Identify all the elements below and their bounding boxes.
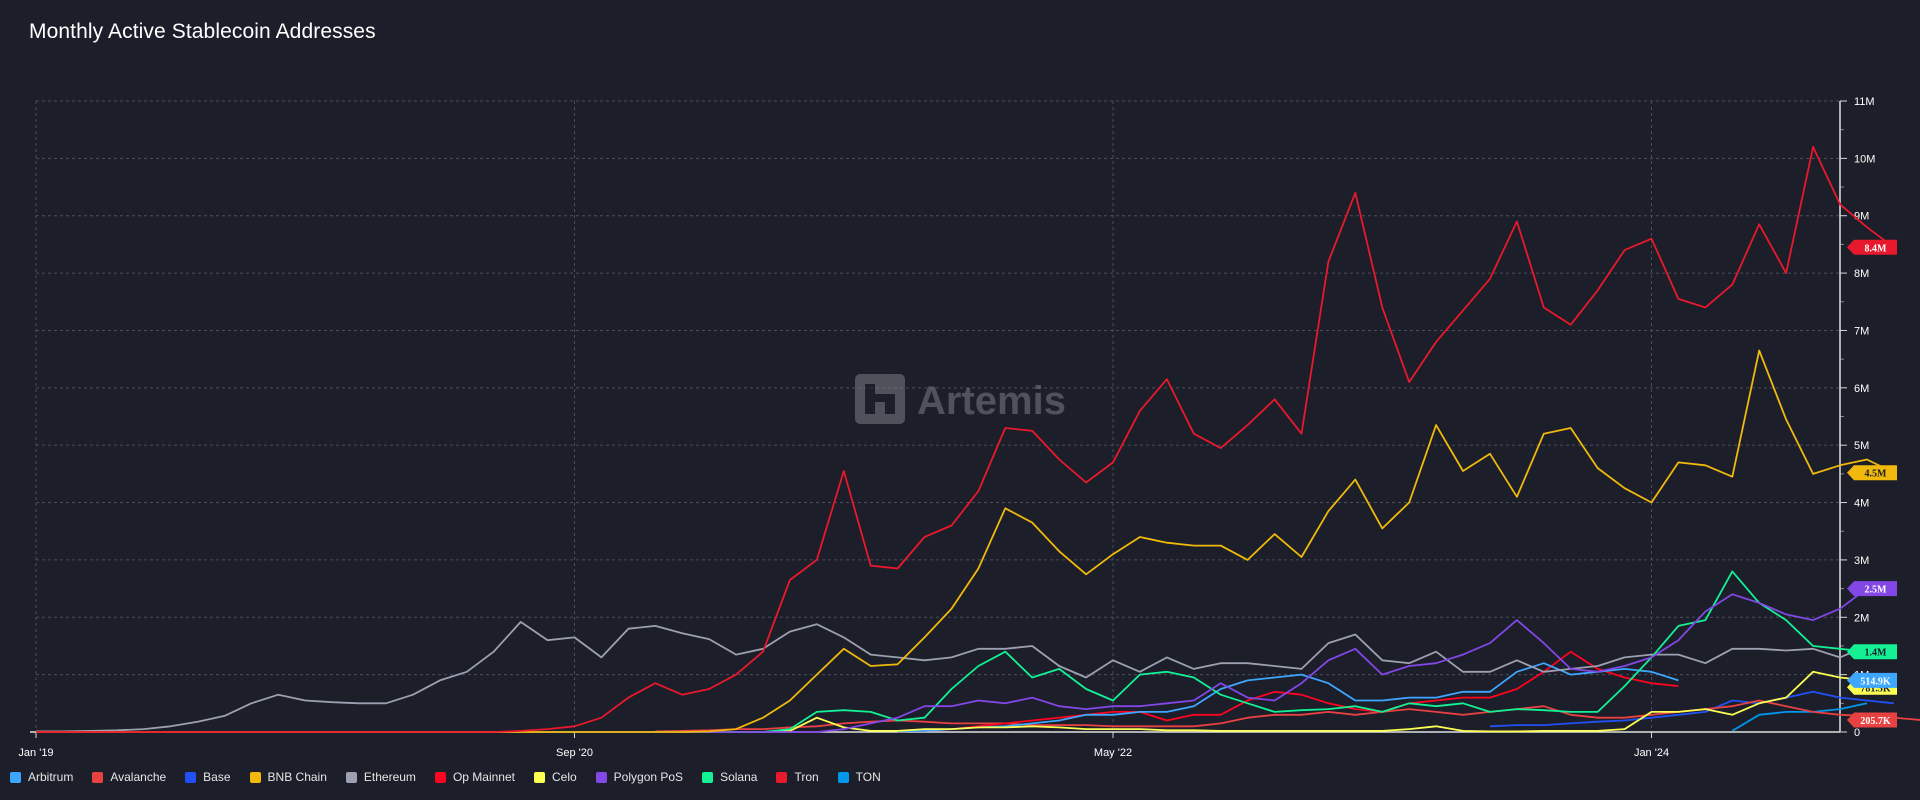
watermark-logo-icon <box>855 374 905 424</box>
end-label-text: 1.4M <box>1865 648 1888 659</box>
legend-item-solana[interactable]: Solana <box>702 770 757 784</box>
y-tick-label: 0 <box>1854 727 1860 739</box>
legend-label: Arbitrum <box>28 770 74 784</box>
legend-swatch <box>702 771 714 783</box>
end-label-text: 781.5K <box>1860 683 1891 694</box>
series-line-solana <box>36 570 1867 733</box>
legend-label: Avalanche <box>110 770 167 784</box>
legend-swatch <box>249 771 261 783</box>
y-tick-label: 11M <box>1854 96 1875 108</box>
y-tick-label: 3M <box>1854 555 1869 567</box>
y-tick-label: 2M <box>1854 612 1869 624</box>
legend-swatch <box>434 771 446 783</box>
x-tick-label: May '22 <box>1094 747 1132 759</box>
legend-label: Ethereum <box>363 770 416 784</box>
legend-swatch <box>533 771 545 783</box>
legend-label: BNB Chain <box>267 770 327 784</box>
end-label-bnb-chain: 4.5M <box>1847 465 1897 481</box>
series-line-tron <box>36 145 1895 733</box>
x-tick-label: Sep '20 <box>556 747 593 759</box>
watermark-logo-bar <box>875 394 885 402</box>
legend-swatch <box>185 771 197 783</box>
end-label-tag <box>1847 465 1897 481</box>
series-line-ethereum <box>36 621 1868 733</box>
legend-label: Op Mainnet <box>452 770 515 784</box>
legend-item-base[interactable]: Base <box>185 770 231 784</box>
legend-swatch <box>345 771 357 783</box>
end-label-tron: 8.4M <box>1847 239 1897 255</box>
series-line-base <box>1489 690 1894 728</box>
end-label-tag <box>1847 712 1897 728</box>
legend-item-arbitrum[interactable]: Arbitrum <box>10 770 73 784</box>
end-label-solana: 1.4M <box>1847 644 1897 660</box>
legend-label: TON <box>855 770 881 784</box>
legend-item-avalanche[interactable]: Avalanche <box>92 770 166 784</box>
legend-item-bnb-chain[interactable]: BNB Chain <box>249 770 327 784</box>
series-line-arbitrum <box>897 662 1679 733</box>
legend-swatch <box>837 771 849 783</box>
series-line-op-mainnet <box>897 650 1679 733</box>
legend-label: Celo <box>551 770 577 784</box>
y-tick-label: 10M <box>1854 153 1875 165</box>
end-label-text: 8.4M <box>1865 243 1888 254</box>
chart-legend: Arbitrum Avalanche Base BNB Chain Ethereum Op… <box>10 770 900 784</box>
y-tick-label: 8M <box>1854 268 1869 280</box>
legend-item-celo[interactable]: Celo <box>533 770 577 784</box>
end-label-arbitrum: 514.9K <box>1847 672 1897 688</box>
y-tick-label: 9M <box>1854 211 1869 223</box>
x-tick-label: Jan '19 <box>18 747 53 759</box>
legend-label: Tron <box>794 770 819 784</box>
end-label-avalanche: 205.7K <box>1847 712 1897 728</box>
y-tick-label: 5M <box>1854 440 1869 452</box>
y-tick-label: 7M <box>1854 325 1869 337</box>
y-tick-label: 6M <box>1854 383 1869 395</box>
legend-swatch <box>776 771 788 783</box>
end-label-text: 205.7K <box>1860 716 1891 727</box>
end-label-tag <box>1847 239 1897 255</box>
chart-title: Monthly Active Stablecoin Addresses <box>29 20 376 43</box>
series-line-ton <box>1731 702 1868 732</box>
end-label-tag <box>1847 581 1897 597</box>
watermark-logo-bar <box>865 384 875 414</box>
series-line-polygon-pos <box>36 587 1868 733</box>
end-label-tag <box>1847 644 1897 660</box>
watermark: Artemis <box>855 374 1066 424</box>
legend-label: Base <box>203 770 231 784</box>
legend-item-polygon-pos[interactable]: Polygon PoS <box>595 770 684 784</box>
watermark-text: Artemis <box>917 379 1066 423</box>
legend-label: Polygon PoS <box>613 770 684 784</box>
legend-label: Solana <box>720 770 758 784</box>
legend-item-op-mainnet[interactable]: Op Mainnet <box>434 770 515 784</box>
watermark-logo-bar <box>885 394 895 414</box>
legend-swatch <box>10 771 21 783</box>
legend-swatch <box>595 771 607 783</box>
legend-item-ton[interactable]: TON <box>837 770 881 784</box>
y-tick-label: 4M <box>1854 498 1869 510</box>
end-label-text: 4.5M <box>1865 469 1888 480</box>
end-label-text: 514.9K <box>1860 676 1891 687</box>
legend-item-ethereum[interactable]: Ethereum <box>345 770 416 784</box>
end-label-polygon-pos: 2.5M <box>1847 581 1897 597</box>
legend-item-tron[interactable]: Tron <box>776 770 819 784</box>
end-label-tag <box>1847 672 1897 688</box>
x-tick-label: Jan '24 <box>1634 747 1669 759</box>
legend-swatch <box>92 771 104 783</box>
series-line-avalanche <box>655 699 1920 733</box>
end-label-text: 2.5M <box>1865 585 1888 596</box>
